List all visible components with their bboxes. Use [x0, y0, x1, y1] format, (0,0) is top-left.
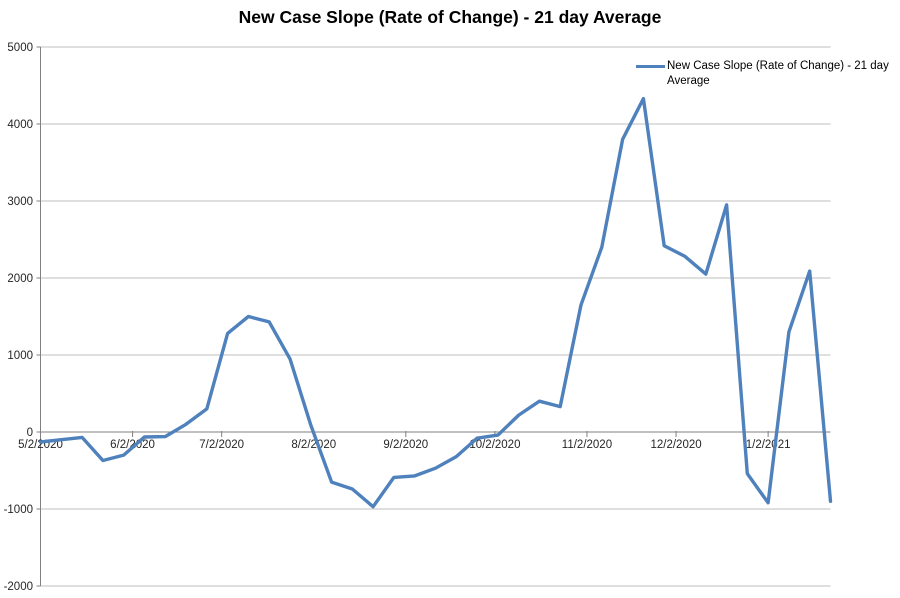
x-tick-label: 6/2/2020	[110, 439, 155, 451]
x-tick-label: 12/2/2020	[650, 439, 701, 451]
y-tick-label: 5000	[7, 42, 33, 54]
x-tick-label: 10/2/2020	[469, 439, 520, 451]
legend-label: New Case Slope (Rate of Change) - 21 day…	[667, 60, 889, 87]
y-tick-label: -2000	[4, 581, 33, 593]
x-tick-label: 1/2/2021	[746, 439, 791, 451]
x-tick-label: 11/2/2020	[562, 439, 612, 451]
y-tick-label: 4000	[7, 119, 33, 131]
x-tick-label: 7/2/2020	[199, 439, 244, 451]
y-tick-label: 2000	[7, 273, 33, 285]
chart-title: New Case Slope (Rate of Change) - 21 day…	[238, 7, 662, 27]
legend: New Case Slope (Rate of Change) - 21 day…	[636, 59, 899, 89]
y-tick-label: 1000	[7, 350, 33, 362]
series-line	[38, 96, 833, 509]
y-tick-label: 0	[27, 427, 33, 439]
x-tick-label: 9/2/2020	[383, 439, 428, 451]
y-tick-label: -1000	[4, 504, 33, 516]
x-tick-label: 8/2/2020	[291, 439, 336, 451]
legend-line-sample-icon	[636, 65, 665, 68]
y-tick-label: 3000	[7, 196, 33, 208]
